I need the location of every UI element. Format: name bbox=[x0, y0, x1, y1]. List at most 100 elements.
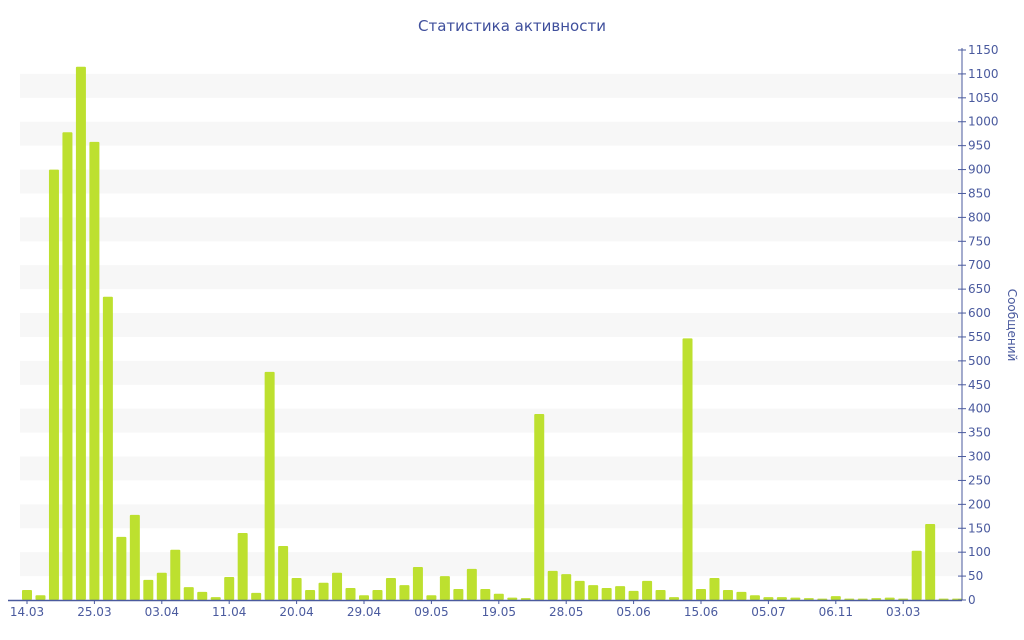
bar[interactable] bbox=[696, 589, 706, 600]
x-tick-label: 03.03 bbox=[886, 605, 920, 619]
bar[interactable] bbox=[776, 597, 787, 600]
bar[interactable] bbox=[817, 598, 828, 600]
x-tick-label: 09.05 bbox=[414, 605, 448, 619]
bar[interactable] bbox=[305, 589, 316, 600]
x-tick-label: 03.04 bbox=[145, 605, 179, 619]
bar[interactable] bbox=[655, 589, 666, 600]
bar[interactable] bbox=[561, 574, 572, 600]
bar[interactable] bbox=[332, 572, 343, 600]
bar[interactable] bbox=[345, 588, 356, 600]
bar[interactable] bbox=[507, 597, 518, 600]
bar[interactable] bbox=[48, 169, 59, 600]
y-tick-label: 100 bbox=[968, 545, 991, 559]
bar[interactable] bbox=[89, 141, 100, 600]
x-tick-label: 05.06 bbox=[616, 605, 650, 619]
bar[interactable] bbox=[480, 589, 491, 600]
y-tick-label: 1050 bbox=[968, 91, 999, 105]
bar[interactable] bbox=[439, 576, 450, 600]
bar[interactable] bbox=[318, 582, 329, 600]
bar[interactable] bbox=[844, 598, 855, 600]
grid-band bbox=[20, 552, 962, 577]
bar[interactable] bbox=[102, 296, 113, 600]
bar[interactable] bbox=[359, 595, 369, 600]
bar[interactable] bbox=[547, 570, 558, 600]
bar[interactable] bbox=[601, 588, 612, 600]
bar[interactable] bbox=[385, 578, 396, 600]
bar[interactable] bbox=[615, 586, 626, 600]
bar[interactable] bbox=[237, 533, 248, 600]
x-tick-label: 20.04 bbox=[279, 605, 313, 619]
bar[interactable] bbox=[426, 595, 437, 600]
bar[interactable] bbox=[938, 598, 949, 600]
grid-band bbox=[20, 121, 962, 146]
bar[interactable] bbox=[22, 589, 32, 600]
grid-band bbox=[20, 73, 962, 98]
y-tick-label: 400 bbox=[968, 402, 991, 416]
bar[interactable] bbox=[898, 598, 909, 600]
x-tick-label: 06.11 bbox=[819, 605, 853, 619]
bar[interactable] bbox=[520, 598, 531, 600]
bar[interactable] bbox=[493, 593, 504, 600]
bar[interactable] bbox=[129, 514, 140, 600]
x-tick-label: 05.07 bbox=[751, 605, 785, 619]
bar[interactable] bbox=[116, 536, 127, 600]
bar[interactable] bbox=[830, 596, 841, 600]
bar[interactable] bbox=[588, 585, 599, 600]
grid-band bbox=[20, 504, 962, 529]
grid-band bbox=[20, 313, 962, 337]
bar[interactable] bbox=[642, 580, 653, 600]
bar[interactable] bbox=[466, 568, 477, 600]
bar[interactable] bbox=[224, 577, 235, 600]
bar[interactable] bbox=[143, 579, 154, 600]
bar[interactable] bbox=[399, 585, 410, 600]
bar[interactable] bbox=[736, 591, 747, 600]
grid-band bbox=[20, 360, 962, 385]
bar[interactable] bbox=[628, 590, 639, 600]
bar[interactable] bbox=[453, 589, 464, 600]
x-tick-label: 19.05 bbox=[482, 605, 516, 619]
y-tick-label: 150 bbox=[968, 521, 991, 535]
bar[interactable] bbox=[803, 598, 814, 600]
x-tick-label: 28.05 bbox=[549, 605, 583, 619]
bar[interactable] bbox=[763, 597, 774, 600]
bar[interactable] bbox=[210, 597, 221, 600]
y-axis-label: Сообщений bbox=[1005, 289, 1019, 362]
bar[interactable] bbox=[75, 66, 86, 600]
bar[interactable] bbox=[372, 589, 383, 600]
bar[interactable] bbox=[197, 591, 208, 600]
bar[interactable] bbox=[156, 572, 167, 600]
bar[interactable] bbox=[857, 598, 868, 600]
bar[interactable] bbox=[709, 578, 720, 600]
bar[interactable] bbox=[669, 597, 680, 600]
bar[interactable] bbox=[264, 371, 275, 600]
grid-band bbox=[20, 217, 962, 242]
bar[interactable] bbox=[790, 597, 801, 600]
y-tick-label: 350 bbox=[968, 426, 991, 440]
bar[interactable] bbox=[722, 589, 733, 600]
bar[interactable] bbox=[62, 132, 73, 600]
bar[interactable] bbox=[35, 595, 46, 600]
bar[interactable] bbox=[534, 413, 545, 600]
y-tick-label: 750 bbox=[968, 234, 991, 248]
bar[interactable] bbox=[291, 578, 302, 600]
bar[interactable] bbox=[574, 580, 585, 600]
bar[interactable] bbox=[251, 592, 262, 600]
bar[interactable] bbox=[170, 549, 181, 600]
y-tick-label: 850 bbox=[968, 186, 991, 200]
bar[interactable] bbox=[911, 550, 922, 600]
bar[interactable] bbox=[412, 567, 423, 600]
y-tick-label: 300 bbox=[968, 450, 991, 464]
bar[interactable] bbox=[183, 587, 194, 600]
bar[interactable] bbox=[871, 598, 882, 600]
grid-band bbox=[20, 456, 962, 481]
y-tick-label: 200 bbox=[968, 497, 991, 511]
bar[interactable] bbox=[278, 545, 289, 600]
y-tick-label: 800 bbox=[968, 210, 991, 224]
y-tick-label: 600 bbox=[968, 306, 991, 320]
y-tick-label: 700 bbox=[968, 258, 991, 272]
bar[interactable] bbox=[884, 597, 895, 600]
x-tick-label: 14.03 bbox=[10, 605, 44, 619]
bar[interactable] bbox=[925, 523, 936, 600]
bar[interactable] bbox=[682, 338, 693, 600]
bar[interactable] bbox=[749, 595, 760, 600]
